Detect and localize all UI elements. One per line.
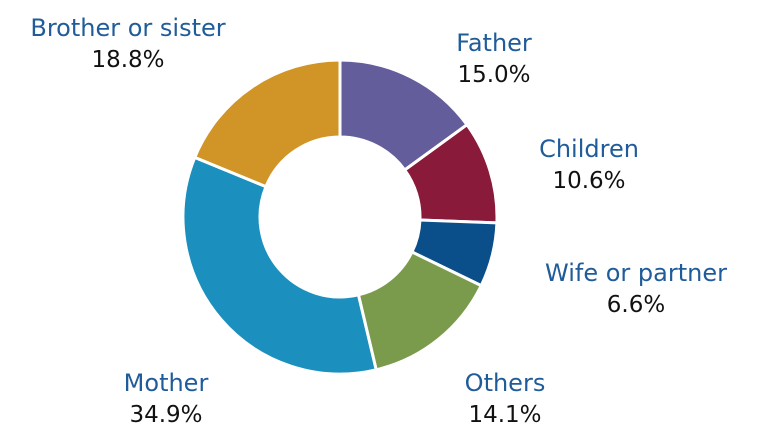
slice-value-children: 10.6% (552, 168, 625, 194)
labels-group: Father 15.0% Children 10.6% Wife or partner 6… (30, 14, 727, 428)
slice-label-wife-or-partner: Wife or partner (545, 259, 727, 287)
slice-brother-or-sister (192, 58, 342, 189)
slice-value-brother-or-sister: 18.8% (91, 47, 164, 73)
slice-label-children: Children (539, 135, 639, 163)
slice-value-wife-or-partner: 6.6% (607, 292, 665, 318)
slice-label-brother-or-sister: Brother or sister (30, 14, 225, 42)
slice-mother (181, 155, 378, 376)
slice-value-mother: 34.9% (129, 402, 202, 428)
slice-label-others: Others (465, 369, 546, 397)
slice-label-father: Father (456, 29, 532, 57)
slices-group (181, 58, 499, 376)
slice-value-others: 14.1% (468, 402, 541, 428)
slice-label-mother: Mother (124, 369, 209, 397)
slice-value-father: 15.0% (457, 62, 530, 88)
